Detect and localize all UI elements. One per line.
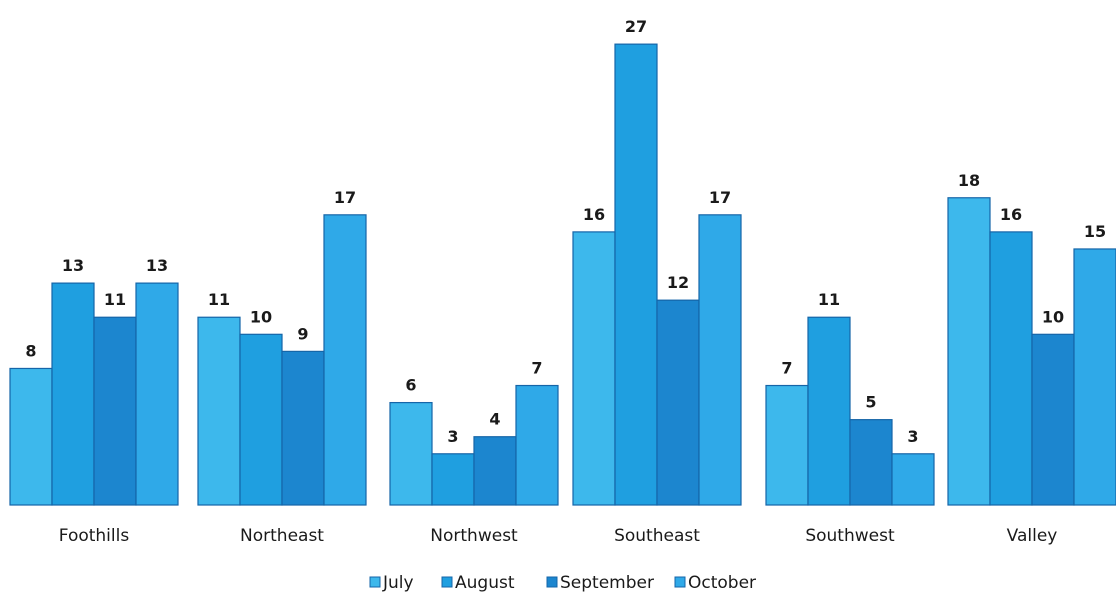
- bar-foothills-july: [9, 367, 53, 506]
- data-label-valley-september: 10: [1042, 307, 1064, 326]
- data-label-foothills-october: 13: [146, 256, 168, 275]
- data-label-northeast-august: 10: [250, 307, 272, 326]
- category-label-foothills: Foothills: [59, 526, 130, 546]
- data-label-northwest-october: 7: [531, 359, 542, 378]
- category-label-southeast: Southeast: [614, 526, 700, 546]
- bar-foothills-august: [51, 282, 95, 506]
- bar-southwest-august: [807, 316, 851, 506]
- data-label-valley-august: 16: [1000, 205, 1022, 224]
- bar-southwest-october: [891, 453, 935, 506]
- data-label-northwest-august: 3: [447, 427, 458, 446]
- bar-northwest-august: [431, 453, 475, 506]
- legend-swatch-october: [674, 576, 686, 588]
- data-label-southeast-august: 27: [625, 17, 647, 36]
- bars-layer: [9, 43, 1116, 506]
- data-label-southeast-july: 16: [583, 205, 605, 224]
- legend-label-september: September: [560, 573, 654, 593]
- bar-foothills-september: [93, 316, 137, 506]
- bar-northwest-july: [389, 401, 433, 506]
- legend-swatch-july: [369, 576, 381, 588]
- data-label-foothills-august: 13: [62, 256, 84, 275]
- legend-label-july: July: [382, 573, 414, 593]
- bar-northeast-august: [239, 333, 283, 506]
- category-label-northwest: Northwest: [430, 526, 518, 546]
- bar-valley-july: [947, 197, 991, 506]
- data-label-foothills-september: 11: [104, 290, 126, 309]
- data-label-southwest-august: 11: [818, 290, 840, 309]
- data-label-northeast-october: 17: [334, 188, 356, 207]
- data-label-northwest-september: 4: [489, 410, 500, 429]
- data-label-southwest-september: 5: [865, 393, 876, 412]
- bar-foothills-october: [135, 282, 179, 506]
- value-labels-layer: 8 13 11 13 11 10 9 17 6 3 4 7 16 27 12 17 7 11 5 3 18 16 10 15: [25, 17, 1106, 446]
- category-label-northeast: Northeast: [240, 526, 324, 546]
- bar-northeast-september: [281, 350, 325, 506]
- bar-northwest-october: [515, 384, 559, 506]
- data-label-southeast-september: 12: [667, 273, 689, 292]
- category-label-valley: Valley: [1007, 526, 1058, 546]
- data-label-southwest-october: 3: [907, 427, 918, 446]
- bar-southeast-september: [656, 299, 700, 506]
- data-label-northeast-july: 11: [208, 290, 230, 309]
- category-labels-layer: Foothills Northeast Northwest Southeast Sout…: [59, 526, 1058, 546]
- bar-valley-august: [989, 231, 1033, 506]
- data-label-northeast-september: 9: [297, 324, 308, 343]
- bar-northwest-september: [473, 436, 517, 506]
- data-label-valley-october: 15: [1084, 222, 1106, 241]
- data-label-southeast-october: 17: [709, 188, 731, 207]
- bar-southeast-july: [572, 231, 616, 506]
- bar-southeast-october: [698, 214, 742, 506]
- bar-valley-september: [1031, 333, 1075, 506]
- bar-northeast-july: [197, 316, 241, 506]
- bar-southwest-september: [849, 419, 893, 506]
- data-label-foothills-july: 8: [25, 341, 36, 360]
- legend: July August September October: [369, 573, 756, 593]
- legend-swatch-august: [441, 576, 453, 588]
- data-label-valley-july: 18: [958, 171, 980, 190]
- data-label-northwest-july: 6: [405, 376, 416, 395]
- legend-label-august: August: [455, 573, 515, 593]
- data-label-southwest-july: 7: [781, 359, 792, 378]
- bar-valley-october: [1073, 248, 1116, 506]
- legend-label-october: October: [688, 573, 756, 593]
- category-label-southwest: Southwest: [805, 526, 895, 546]
- bar-northeast-october: [323, 214, 367, 506]
- bar-southeast-august: [614, 43, 658, 506]
- legend-swatch-september: [546, 576, 558, 588]
- bar-southwest-july: [765, 384, 809, 506]
